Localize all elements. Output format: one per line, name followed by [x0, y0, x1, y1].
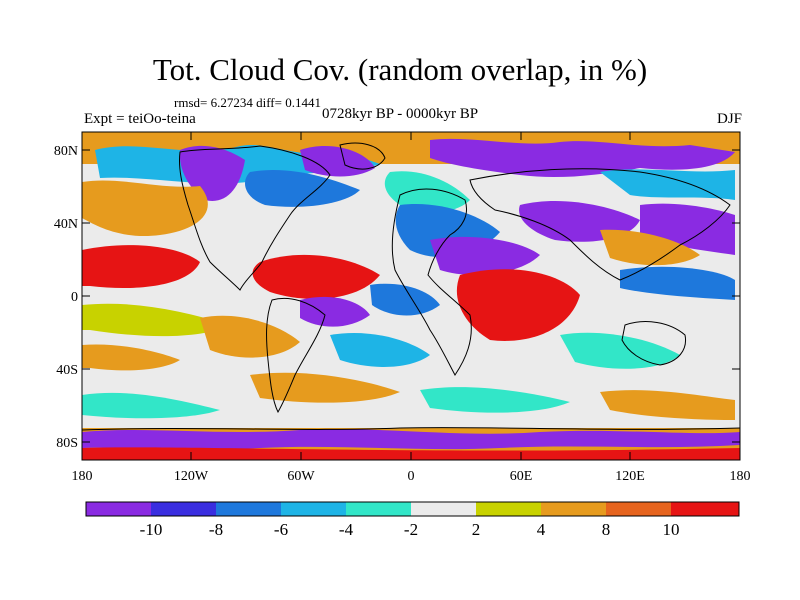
- field-patch: [560, 332, 680, 369]
- lon-label-120w: 120W: [174, 469, 209, 484]
- field-patch: [82, 245, 200, 289]
- coastline-australia: [621, 321, 687, 366]
- field-patch: [620, 266, 735, 300]
- field-patch: [600, 169, 735, 200]
- experiment-label: Expt = teiOo-teina: [84, 111, 196, 127]
- lon-label-60e: 60E: [510, 469, 533, 484]
- field-patch: [82, 392, 220, 419]
- colorbar-box: [541, 502, 606, 516]
- colorbar-box: [281, 502, 346, 516]
- stats-line: rmsd= 6.27234 diff= 0.1441: [174, 95, 321, 110]
- coastline-asia: [469, 168, 731, 281]
- field-patch: [600, 390, 735, 420]
- colorbar-box: [86, 502, 151, 516]
- field-patch: [430, 138, 735, 178]
- coastline-north-america: [179, 145, 331, 291]
- lat-label-80s: 80S: [56, 436, 78, 451]
- lon-label-120e: 120E: [615, 469, 645, 484]
- coastline-europe-africa: [391, 188, 472, 376]
- field-patch: [82, 344, 180, 371]
- period-label: 0728kyr BP - 0000kyr BP: [322, 106, 479, 122]
- field-patch: [300, 296, 370, 327]
- field-patch: [82, 180, 208, 237]
- colorbar-frame: [85, 501, 740, 517]
- colorbar-label: -6: [274, 520, 288, 539]
- field-patch: [430, 236, 540, 275]
- field-patch: [250, 372, 400, 403]
- colorbar-box: [151, 502, 216, 516]
- coastlines: [82, 142, 740, 431]
- colorbar-box: [476, 502, 541, 516]
- field-patch: [330, 332, 430, 367]
- colorbar-label: 4: [537, 520, 546, 539]
- cloud-cover-field: [82, 132, 740, 460]
- lon-label-180w: 180: [72, 469, 93, 484]
- field-patch: [245, 170, 360, 207]
- coastline-greenland: [339, 142, 386, 170]
- colorbar-label: -4: [339, 520, 354, 539]
- axis-ticks: [82, 132, 740, 460]
- colorbar-box: [216, 502, 281, 516]
- field-patch: [252, 254, 380, 299]
- colorbar-label: 8: [602, 520, 611, 539]
- colorbar-label: -2: [404, 520, 418, 539]
- field-patch: [384, 171, 470, 212]
- lat-label-40n: 40N: [54, 217, 78, 232]
- colorbar-box: [346, 502, 411, 516]
- colorbar-label: -10: [140, 520, 163, 539]
- colorbar-label: 10: [663, 520, 680, 539]
- lat-label-40s: 40S: [56, 363, 78, 378]
- colorbar-box: [671, 502, 739, 516]
- field-patch: [456, 269, 580, 341]
- colorbar-label: -8: [209, 520, 223, 539]
- season-label: DJF: [716, 111, 742, 127]
- colorbar-label: 2: [472, 520, 481, 539]
- lat-label-0: 0: [71, 290, 78, 305]
- lon-label-0: 0: [408, 469, 415, 484]
- coastline-south-america: [266, 297, 326, 414]
- coastline-antarctica: [82, 427, 740, 431]
- field-patch: [420, 387, 570, 413]
- field-patch: [82, 429, 740, 450]
- field-patch: [200, 315, 300, 358]
- field-patch: [370, 283, 440, 316]
- colorbar: [85, 501, 740, 517]
- lat-label-80n: 80N: [54, 144, 78, 159]
- colorbar-box: [411, 502, 476, 516]
- lon-label-60w: 60W: [287, 469, 315, 484]
- map-title: Tot. Cloud Cov. (random overlap, in %): [152, 52, 648, 87]
- field-patch: [600, 229, 700, 266]
- field-patch: [82, 303, 230, 337]
- lon-label-180e: 180: [730, 469, 751, 484]
- colorbar-box: [606, 502, 671, 516]
